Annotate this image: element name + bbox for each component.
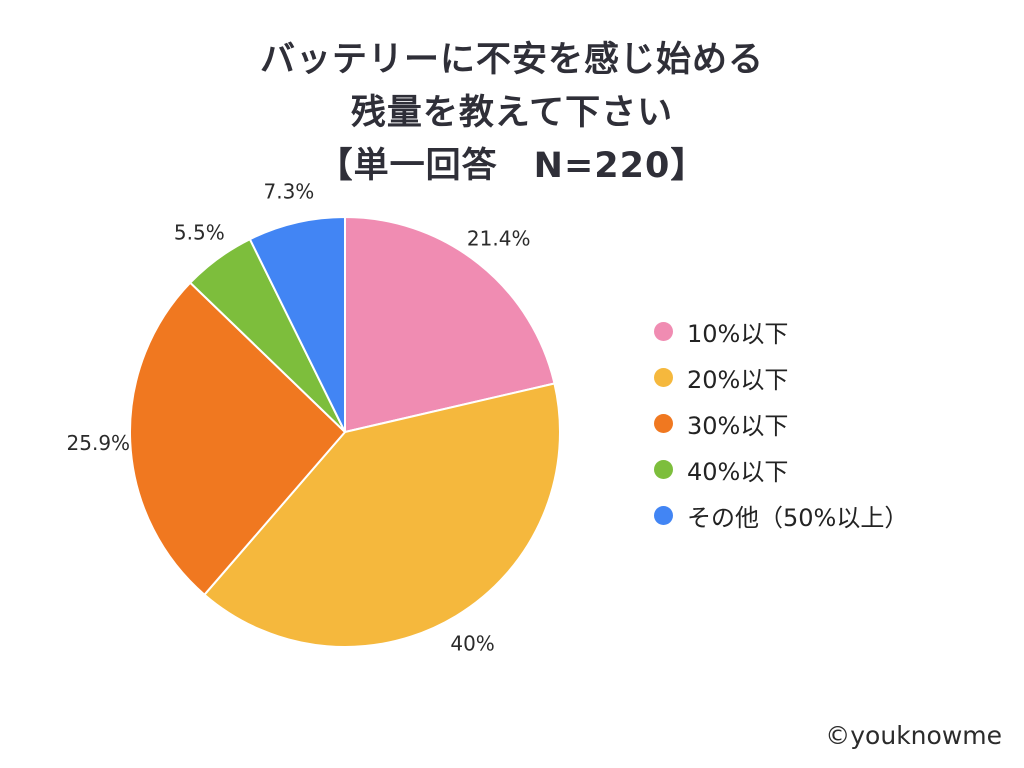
pie-value-label: 7.3%	[263, 180, 314, 204]
legend-item: 20%以下	[654, 354, 908, 400]
legend-dot	[654, 321, 673, 341]
chart-title: バッテリーに不安を感じ始める 残量を教えて下さい 【単一回答 N=220】	[0, 34, 1024, 193]
pie-value-label: 5.5%	[174, 221, 225, 245]
pie-slice	[129, 281, 347, 597]
legend-label: 40%以下	[687, 457, 789, 486]
legend-label: その他（50%以上）	[687, 503, 909, 532]
chart-title-line1: バッテリーに不安を感じ始める	[259, 40, 764, 80]
legend-dot	[654, 413, 673, 433]
legend-item: 40%以下	[654, 446, 908, 492]
pie-slice	[203, 382, 561, 648]
chart-title-line2: 残量を教えて下さい	[350, 93, 674, 133]
pie-value-label: 40%	[450, 632, 494, 656]
pie-value-label: 21.4%	[467, 227, 531, 251]
legend-label: 20%以下	[687, 365, 789, 394]
legend-dot	[654, 459, 673, 479]
pie-slice	[248, 215, 346, 433]
legend-item: 30%以下	[654, 400, 908, 446]
legend: 10%以下 20%以下 30%以下 40%以下その他（50%以上）	[654, 308, 908, 538]
legend-label: 10%以下	[687, 319, 789, 348]
watermark: ©youknowme	[825, 721, 1002, 750]
legend-dot	[654, 367, 673, 387]
legend-dot	[654, 505, 673, 525]
pie-value-label: 25.9%	[67, 431, 131, 455]
legend-label: 30%以下	[687, 411, 789, 440]
chart-title-line3: 【単一回答 N=220】	[317, 146, 707, 186]
legend-item: 10%以下	[654, 308, 908, 354]
pie-slice	[344, 215, 556, 434]
legend-item: その他（50%以上）	[654, 492, 908, 538]
